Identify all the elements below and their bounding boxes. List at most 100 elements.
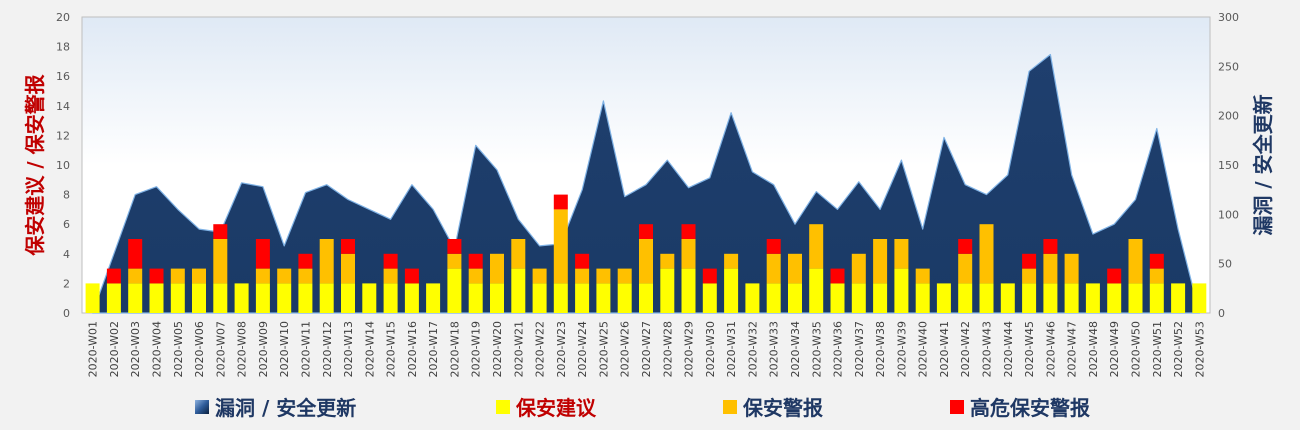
bar-advisory — [915, 283, 930, 313]
bar-high-alert — [830, 268, 845, 284]
bar-advisory — [1107, 283, 1122, 313]
x-tick-label: 2020-W32 — [746, 321, 759, 377]
bar-advisory — [660, 268, 675, 313]
y-axis-label-left: 保安建议 / 保安警报 — [23, 74, 47, 256]
bar-advisory — [170, 283, 185, 313]
y-tick-label-right: 300 — [1218, 11, 1239, 24]
bar-advisory — [149, 283, 164, 313]
y-tick-label-right: 0 — [1218, 307, 1225, 320]
y-tick-label-left: 0 — [63, 307, 70, 320]
y-tick-label-left: 20 — [56, 11, 70, 24]
bar-alert — [255, 268, 270, 284]
x-tick-label: 2020-W41 — [938, 321, 951, 377]
bar-advisory — [596, 283, 611, 313]
bar-advisory — [788, 283, 802, 313]
bar-alert — [596, 268, 611, 284]
bar-advisory — [468, 283, 483, 313]
x-tick-label: 2020-W51 — [1151, 321, 1164, 377]
bar-advisory — [936, 283, 951, 313]
x-tick-label: 2020-W37 — [853, 321, 866, 377]
legend-swatch-area — [195, 400, 209, 414]
bar-high-alert — [681, 224, 696, 239]
bar-advisory — [426, 283, 441, 313]
x-tick-label: 2020-W08 — [236, 321, 249, 377]
x-tick-label: 2020-W21 — [512, 321, 525, 377]
bar-alert — [383, 268, 398, 284]
x-tick-label: 2020-W02 — [108, 321, 121, 377]
bar-high-alert — [702, 268, 717, 284]
x-tick-label: 2020-W35 — [810, 321, 823, 377]
bar-high-alert — [383, 253, 398, 269]
bar-alert — [447, 253, 462, 269]
bar-alert — [319, 239, 334, 284]
x-tick-label: 2020-W06 — [193, 321, 206, 377]
x-tick-label: 2020-W10 — [278, 321, 291, 377]
bar-high-alert — [149, 268, 164, 284]
bar-alert — [851, 253, 866, 284]
y-tick-label-right: 150 — [1218, 159, 1239, 172]
bar-advisory — [277, 283, 292, 313]
axis-layer: 024681012141618200501001502002503002020-… — [56, 11, 1239, 377]
x-tick-label: 2020-W26 — [619, 321, 632, 377]
y-tick-label-right: 100 — [1218, 208, 1239, 221]
bar-advisory — [979, 283, 994, 313]
legend-label-high-alert: 高危保安警报 — [970, 396, 1090, 420]
x-tick-label: 2020-W48 — [1087, 321, 1100, 377]
bar-advisory — [617, 283, 632, 313]
x-tick-label: 2020-W46 — [1044, 321, 1057, 377]
x-tick-label: 2020-W42 — [959, 321, 972, 377]
bar-advisory — [873, 283, 888, 313]
y-tick-label-left: 8 — [63, 189, 70, 202]
bar-alert — [1064, 253, 1079, 284]
y-tick-label-right: 250 — [1218, 60, 1239, 73]
bar-advisory — [702, 283, 717, 313]
bar-advisory — [745, 283, 760, 313]
bar-advisory — [128, 283, 143, 313]
x-tick-label: 2020-W49 — [1108, 321, 1121, 377]
x-tick-label: 2020-W13 — [342, 321, 355, 377]
bar-alert — [958, 253, 973, 284]
y-tick-label-right: 200 — [1218, 110, 1239, 123]
x-tick-label: 2020-W09 — [257, 321, 270, 377]
x-tick-label: 2020-W07 — [214, 321, 227, 377]
x-tick-label: 2020-W22 — [534, 321, 547, 377]
bar-high-alert — [958, 239, 973, 254]
x-tick-label: 2020-W33 — [768, 321, 781, 377]
bar-high-alert — [213, 224, 228, 239]
bar-advisory — [724, 268, 739, 313]
x-tick-label: 2020-W14 — [363, 321, 376, 377]
bar-alert — [724, 253, 739, 269]
y-tick-label-left: 12 — [56, 129, 70, 142]
y-tick-label-left: 18 — [56, 41, 70, 54]
y-tick-label-left: 14 — [56, 100, 70, 113]
x-tick-label: 2020-W40 — [917, 321, 930, 377]
x-tick-label: 2020-W43 — [981, 321, 994, 377]
bar-advisory — [532, 283, 547, 313]
bar-advisory — [319, 283, 334, 313]
bar-alert — [192, 268, 206, 284]
bar-advisory — [851, 283, 866, 313]
x-tick-label: 2020-W28 — [661, 321, 674, 377]
x-tick-label: 2020-W53 — [1193, 321, 1206, 377]
bar-alert — [553, 209, 568, 284]
x-tick-label: 2020-W44 — [1002, 321, 1015, 377]
bar-alert — [490, 253, 504, 284]
x-tick-label: 2020-W05 — [172, 321, 185, 377]
area-layer — [92, 53, 1200, 314]
bar-alert — [468, 268, 483, 284]
bar-alert — [341, 253, 355, 284]
bar-high-alert — [575, 253, 590, 269]
bar-high-alert — [298, 253, 313, 269]
bar-advisory — [1171, 283, 1186, 313]
x-tick-label: 2020-W38 — [874, 321, 887, 377]
bar-advisory — [1064, 283, 1079, 313]
bar-high-alert — [468, 253, 483, 269]
legend-label-alert: 保安警报 — [742, 396, 823, 420]
x-tick-label: 2020-W27 — [640, 321, 653, 377]
bar-advisory — [575, 283, 590, 313]
bar-advisory — [404, 283, 419, 313]
bar-alert — [915, 268, 930, 284]
x-tick-label: 2020-W52 — [1172, 321, 1185, 377]
bar-alert — [788, 253, 802, 284]
